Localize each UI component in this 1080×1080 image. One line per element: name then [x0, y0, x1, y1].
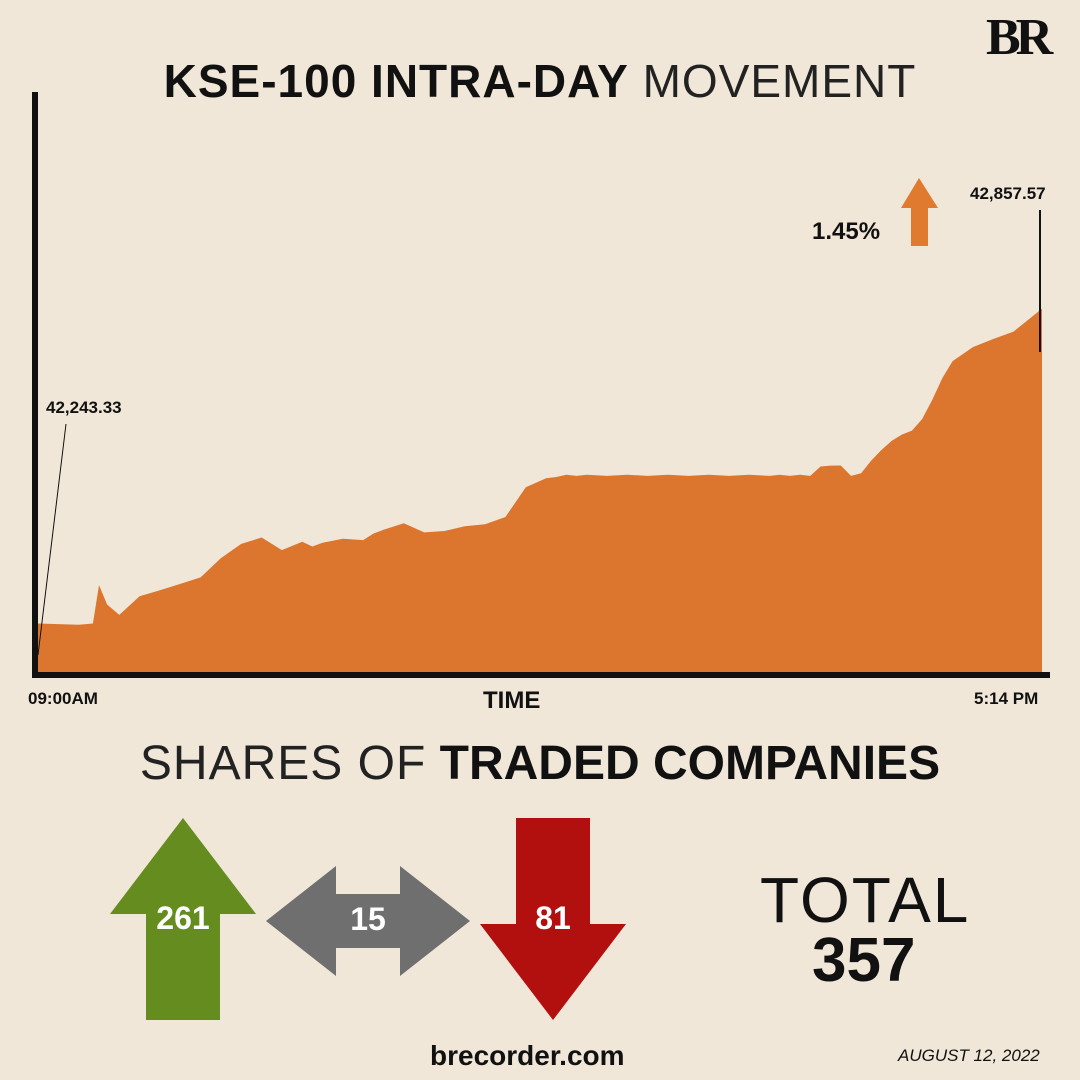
- change-percent: 1.45%: [812, 218, 881, 245]
- advancers-up-arrow-icon: 261: [110, 818, 256, 1020]
- close-value-label: 42,857.57: [970, 184, 1046, 203]
- intraday-area-chart: [32, 92, 1050, 678]
- title-bold: KSE-100 INTRA-DAY: [163, 55, 629, 107]
- chart-title: KSE-100 INTRA-DAY MOVEMENT: [0, 58, 1080, 104]
- br-logo: BR: [986, 9, 1053, 66]
- open-value-label: 42,243.33: [46, 398, 122, 417]
- advancers-count: 261: [156, 900, 210, 936]
- unchanged-count: 15: [350, 901, 386, 937]
- x-axis-title: TIME: [483, 687, 541, 714]
- total-value: 357: [812, 926, 916, 995]
- x-end-label: 5:14 PM: [974, 689, 1039, 708]
- unchanged-double-arrow-icon: 15: [266, 866, 470, 976]
- heading-light: SHARES OF: [139, 737, 427, 790]
- open-leader-line: [37, 423, 67, 656]
- change-up-arrow-icon: [901, 178, 938, 246]
- decliners-down-arrow-icon: 81: [480, 818, 626, 1020]
- decliners-count: 81: [535, 900, 571, 936]
- website-link[interactable]: brecorder.com: [430, 1040, 625, 1071]
- x-start-label: 09:00AM: [28, 689, 98, 708]
- total-label: TOTAL: [760, 864, 971, 936]
- title-light: MOVEMENT: [642, 55, 917, 107]
- area-series: [38, 308, 1042, 672]
- report-date: AUGUST 12, 2022: [898, 1046, 1040, 1065]
- heading-bold: TRADED COMPANIES: [439, 737, 941, 790]
- companies-heading: SHARES OF TRADED COMPANIES: [0, 740, 1080, 788]
